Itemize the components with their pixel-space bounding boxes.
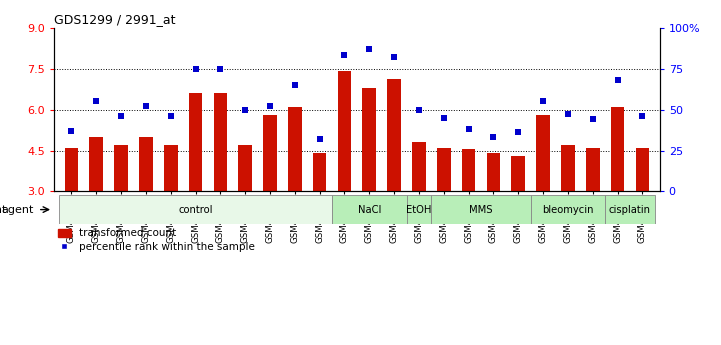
Text: GDS1299 / 2991_at: GDS1299 / 2991_at [54,13,176,27]
Bar [363,88,376,191]
Bar [611,107,624,191]
Legend: transformed count, percentile rank within the sample: transformed count, percentile rank withi… [54,224,259,256]
Text: EtOH: EtOH [406,205,432,215]
Bar [431,195,531,224]
Bar [536,115,550,191]
Point [389,54,400,60]
Bar [313,153,327,191]
Point [115,113,127,119]
Point [487,135,499,140]
Point [140,104,151,109]
Point [265,104,276,109]
Bar [59,195,332,224]
Bar [114,145,128,191]
Bar [65,148,79,191]
Bar [387,79,401,191]
Bar [531,195,605,224]
Point [165,113,177,119]
Point [239,107,251,112]
Bar [213,93,227,191]
Point [513,130,524,135]
Point [611,77,623,83]
Bar [635,148,649,191]
Text: bleomycin: bleomycin [542,205,593,215]
Point [463,126,474,132]
Bar [605,195,655,224]
Text: MMS: MMS [469,205,492,215]
Bar [164,145,177,191]
Text: NaCl: NaCl [358,205,381,215]
Text: agent: agent [0,205,7,215]
Point [438,115,449,120]
Point [637,113,648,119]
Bar [239,145,252,191]
Bar [412,142,426,191]
Point [215,66,226,71]
Text: cisplatin: cisplatin [609,205,651,215]
Point [190,66,201,71]
Bar [332,195,407,224]
Bar [263,115,277,191]
Bar [437,148,451,191]
Bar [586,148,600,191]
Point [363,46,375,52]
Bar [89,137,103,191]
Bar [487,153,500,191]
Point [91,99,102,104]
Bar [461,149,475,191]
Bar [189,93,203,191]
Point [314,136,325,142]
Bar [561,145,575,191]
Point [587,117,598,122]
Bar [337,71,351,191]
Bar [407,195,431,224]
Text: agent: agent [1,205,33,215]
Point [537,99,549,104]
Point [562,112,574,117]
Point [339,53,350,58]
Text: control: control [178,205,213,215]
Bar [139,137,153,191]
Bar [511,156,525,191]
Point [66,128,77,134]
Point [413,107,425,112]
Bar [288,107,301,191]
Point [289,82,301,88]
